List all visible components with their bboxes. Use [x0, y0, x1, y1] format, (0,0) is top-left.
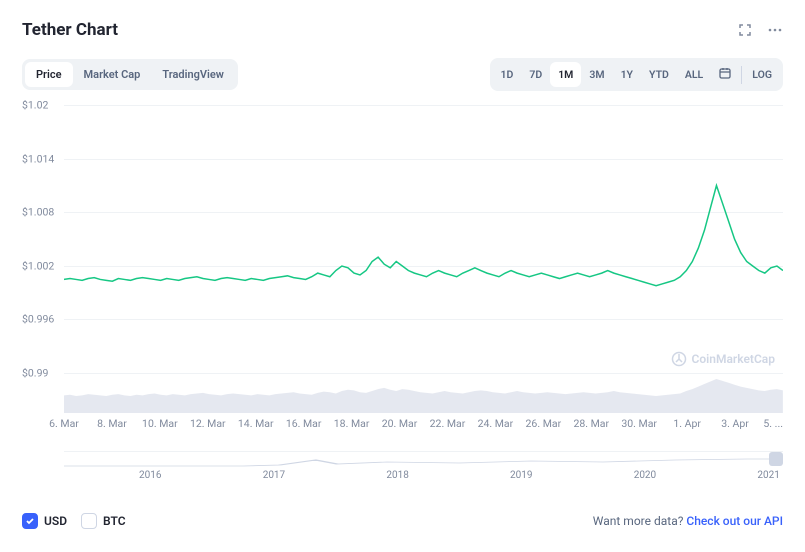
log-toggle[interactable]: LOG	[744, 62, 780, 87]
x-axis-label: 3. Apr	[721, 417, 749, 430]
x-axis-label: 30. Mar	[621, 417, 657, 430]
more-icon[interactable]	[767, 22, 783, 38]
y-axis-label: $0.996	[22, 313, 54, 326]
range-1d[interactable]: 1D	[493, 62, 522, 87]
currency-toggle-btc[interactable]: BTC	[81, 513, 126, 529]
page-title: Tether Chart	[22, 20, 118, 40]
x-axis-label: 1. Apr	[673, 417, 701, 430]
api-prompt: Want more data? Check out our API	[593, 514, 783, 528]
nav-year-label: 2016	[139, 470, 161, 481]
x-axis-label: 14. Mar	[238, 417, 274, 430]
nav-year-label: 2019	[510, 470, 532, 481]
nav-handle[interactable]	[769, 452, 783, 466]
range-ytd[interactable]: YTD	[641, 62, 677, 87]
nav-year-label: 2017	[263, 470, 285, 481]
x-axis-label: 24. Mar	[478, 417, 514, 430]
x-axis-label: 28. Mar	[573, 417, 609, 430]
x-axis-label: 20. Mar	[382, 417, 418, 430]
y-axis-label: $1.008	[22, 206, 54, 219]
tab-market-cap[interactable]: Market Cap	[73, 62, 152, 87]
y-axis-label: $1.02	[22, 99, 48, 112]
range-7d[interactable]: 7D	[521, 62, 550, 87]
nav-year-label: 2021	[757, 470, 779, 481]
x-axis-label: 10. Mar	[142, 417, 178, 430]
y-axis-label: $0.99	[22, 367, 48, 380]
y-axis-label: $1.014	[22, 152, 54, 165]
chart-type-tabs: PriceMarket CapTradingView	[22, 59, 238, 90]
api-link[interactable]: Check out our API	[686, 514, 783, 528]
x-axis-label: 5. ...	[763, 417, 783, 430]
x-axis-label: 6. Mar	[49, 417, 79, 430]
x-axis-label: 8. Mar	[97, 417, 127, 430]
x-axis-label: 18. Mar	[334, 417, 370, 430]
range-all[interactable]: ALL	[677, 62, 711, 87]
x-axis-label: 26. Mar	[526, 417, 562, 430]
tab-tradingview[interactable]: TradingView	[151, 62, 235, 87]
range-1y[interactable]: 1Y	[613, 62, 641, 87]
tab-price[interactable]: Price	[25, 62, 73, 87]
price-line-chart	[64, 105, 783, 373]
calendar-icon[interactable]	[711, 61, 739, 88]
nav-year-label: 2018	[386, 470, 408, 481]
time-range-group: 1D7D1M3M1YYTDALL LOG	[490, 58, 784, 91]
volume-chart	[64, 375, 783, 413]
range-3m[interactable]: 3M	[581, 62, 612, 87]
x-axis-label: 12. Mar	[190, 417, 226, 430]
range-1m[interactable]: 1M	[550, 62, 581, 87]
x-axis-label: 16. Mar	[286, 417, 322, 430]
currency-toggle-usd[interactable]: USD	[22, 513, 67, 529]
fullscreen-icon[interactable]	[737, 22, 753, 38]
y-axis-label: $1.002	[22, 259, 54, 272]
nav-year-label: 2020	[634, 470, 656, 481]
x-axis-label: 22. Mar	[430, 417, 466, 430]
